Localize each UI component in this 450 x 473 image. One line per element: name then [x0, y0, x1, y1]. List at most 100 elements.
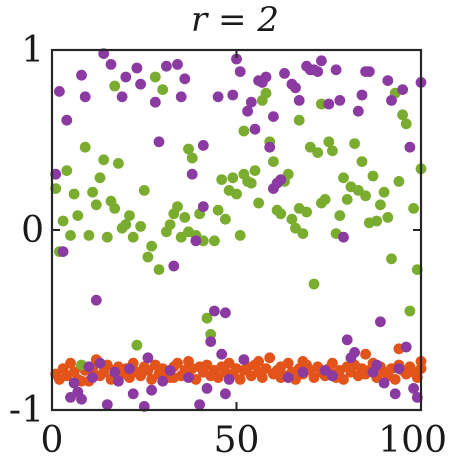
- data-point-s2-42: [205, 336, 217, 347]
- data-point-s0-57: [260, 363, 272, 374]
- data-point-s2-3: [61, 114, 73, 126]
- data-point-s2-14: [101, 399, 113, 410]
- data-point-s1-16: [109, 203, 121, 214]
- chart-title: r = 2: [191, 0, 279, 40]
- x-axis: 0 50 100: [41, 50, 447, 461]
- data-point-s1-49: [231, 188, 242, 200]
- data-point-s2-65: [290, 82, 301, 94]
- data-point-s2-100: [76, 69, 87, 81]
- data-point-s1-91: [386, 253, 397, 265]
- data-point-s1-48: [227, 172, 239, 184]
- data-point-s0-33: [172, 357, 183, 369]
- data-point-s1-21: [127, 231, 139, 243]
- data-point-s1-13: [98, 154, 110, 166]
- data-point-s2-85: [363, 66, 375, 77]
- data-point-s1-8: [79, 141, 91, 153]
- data-point-s1-84: [360, 190, 371, 202]
- data-point-s0-41: [201, 359, 213, 371]
- data-point-s2-83: [356, 89, 368, 101]
- data-point-s1-29: [157, 84, 169, 95]
- data-point-s2-37: [186, 168, 198, 180]
- data-point-s2-82: [352, 105, 364, 117]
- data-point-s2-12: [94, 357, 106, 369]
- data-point-s1-31: [164, 219, 176, 231]
- data-point-s2-78: [338, 231, 349, 243]
- data-point-s2-43: [209, 305, 220, 317]
- data-point-s2-36: [183, 372, 194, 383]
- data-point-s0-58: [264, 352, 276, 364]
- data-point-s1-11: [90, 199, 102, 211]
- data-point-s2-53: [245, 96, 257, 108]
- data-point-s1-61: [275, 208, 287, 220]
- data-point-s1-102: [238, 125, 250, 137]
- data-point-s2-31: [164, 365, 176, 376]
- data-point-s0-105: [360, 348, 371, 360]
- data-point-s1-17: [113, 158, 124, 169]
- data-point-s1-46: [220, 213, 231, 225]
- data-point-s2-103: [268, 183, 279, 195]
- data-point-s1-45: [216, 174, 228, 186]
- data-point-s1-59: [268, 156, 279, 168]
- data-point-s0-102: [253, 356, 264, 367]
- y-tick-label: 0: [21, 210, 44, 251]
- data-point-s1-81: [349, 138, 360, 150]
- data-point-s0-50: [234, 374, 246, 385]
- data-point-s1-95: [400, 118, 412, 130]
- data-point-s0-63: [282, 357, 294, 369]
- data-point-s2-102: [197, 140, 209, 151]
- data-point-s2-75: [327, 370, 338, 382]
- data-point-s1-4: [65, 230, 76, 241]
- data-point-s2-72: [316, 55, 327, 67]
- data-point-s0-107: [275, 372, 287, 383]
- data-point-s1-93: [393, 176, 405, 187]
- data-point-s2-38: [190, 235, 202, 247]
- data-point-s0-103: [183, 356, 194, 367]
- data-point-s1-90: [382, 212, 394, 223]
- data-point-s1-10: [87, 186, 98, 198]
- data-point-s1-68: [301, 206, 312, 218]
- data-point-s2-33: [172, 59, 183, 70]
- data-point-s2-45: [216, 348, 228, 360]
- data-point-s0-104: [297, 356, 309, 367]
- data-point-s2-32: [168, 260, 180, 272]
- data-point-s2-29: [157, 375, 169, 387]
- data-point-s2-8: [79, 91, 91, 103]
- data-point-s2-51: [238, 354, 250, 365]
- data-point-s2-35: [179, 73, 191, 85]
- data-point-s2-81: [349, 347, 360, 358]
- data-point-s1-28: [153, 264, 165, 275]
- data-point-s1-78: [338, 172, 349, 184]
- data-point-s1-41: [201, 312, 213, 324]
- data-point-s1-2: [57, 215, 69, 227]
- data-point-s1-23: [135, 221, 147, 232]
- data-point-s2-47: [223, 374, 235, 385]
- data-point-s1-100: [183, 143, 194, 155]
- data-point-s1-67: [297, 228, 309, 240]
- data-point-s1-73: [319, 194, 331, 205]
- data-point-s0-47: [223, 357, 235, 369]
- data-point-s2-41: [201, 383, 213, 394]
- data-point-s2-48: [227, 89, 239, 101]
- data-point-s2-15: [105, 59, 117, 70]
- data-point-s2-17: [113, 375, 124, 387]
- data-point-s2-19: [120, 71, 132, 83]
- data-point-s1-74: [323, 136, 335, 148]
- data-point-s2-96: [404, 141, 416, 153]
- data-point-s2-62: [279, 68, 290, 79]
- data-point-s2-71: [312, 66, 324, 77]
- data-point-s2-91: [386, 95, 397, 106]
- data-point-s1-35: [179, 212, 191, 223]
- data-point-s2-40: [197, 201, 209, 213]
- data-point-s1-44: [212, 204, 224, 216]
- data-point-s2-49: [231, 53, 242, 65]
- data-point-s0-20: [124, 372, 135, 383]
- data-point-s1-97: [408, 203, 419, 214]
- data-point-s1-70: [308, 278, 320, 290]
- data-point-s2-44: [212, 91, 224, 103]
- data-point-s2-25: [142, 352, 154, 364]
- data-point-s2-27: [149, 96, 161, 108]
- data-point-s1-86: [367, 170, 379, 182]
- data-point-s1-69: [304, 141, 316, 153]
- data-point-s1-20: [124, 210, 135, 222]
